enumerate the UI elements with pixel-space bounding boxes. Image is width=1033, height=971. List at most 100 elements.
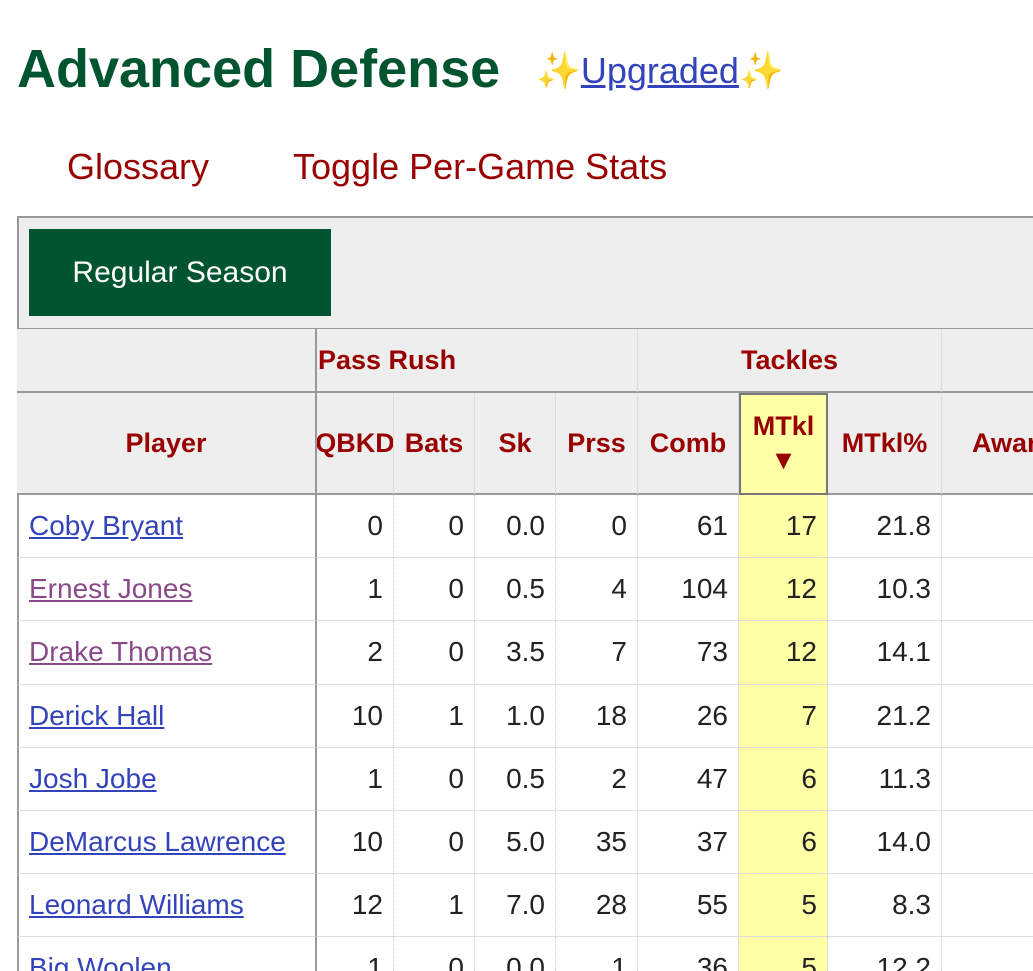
stat-cell: 5.0 <box>475 811 556 875</box>
stat-cell: 14.1 <box>828 621 942 685</box>
player-link[interactable]: Coby Bryant <box>29 510 184 542</box>
column-header[interactable]: QBKD <box>317 393 394 495</box>
player-cell: DeMarcus Lawrence <box>17 811 317 875</box>
stat-cell: 12 <box>317 874 394 938</box>
player-cell: Big Woolen <box>17 937 317 971</box>
stat-cell: 0 <box>394 495 475 559</box>
stat-cell: 47 <box>638 747 739 811</box>
player-link[interactable]: DeMarcus Lawrence <box>29 826 286 858</box>
stat-cell: 1 <box>394 874 475 938</box>
column-header[interactable]: MTkl ▼ <box>739 393 828 495</box>
stat-cell: 8.3 <box>828 874 942 938</box>
column-header[interactable]: Bats <box>394 393 475 495</box>
stat-cell: 1 <box>317 747 394 811</box>
stat-cell: 17 <box>739 495 828 559</box>
awards-cell <box>942 874 1033 938</box>
column-header[interactable]: MTkl% <box>828 393 942 495</box>
header-text: MTkl <box>752 411 815 442</box>
stat-cell: 4 <box>556 558 638 622</box>
stat-cell: 2 <box>556 747 638 811</box>
stat-cell: 36 <box>638 937 739 971</box>
stat-cell: 6 <box>739 747 828 811</box>
stat-cell: 10 <box>317 684 394 748</box>
group-header: Pass Rush <box>317 329 638 393</box>
stat-cell: 3.5 <box>475 621 556 685</box>
stat-cell: 10 <box>317 811 394 875</box>
player-cell: Drake Thomas <box>17 621 317 685</box>
stat-cell: 12 <box>739 621 828 685</box>
stat-cell: 26 <box>638 684 739 748</box>
player-link[interactable]: Ernest Jones <box>29 573 193 605</box>
stat-cell: 0 <box>394 747 475 811</box>
player-cell: Ernest Jones <box>17 558 317 622</box>
stat-cell: 7.0 <box>475 874 556 938</box>
stat-cell: 7 <box>739 684 828 748</box>
stat-cell: 12 <box>739 558 828 622</box>
upgrade-link[interactable]: Upgraded <box>580 50 739 91</box>
stat-cell: 1 <box>317 937 394 971</box>
stat-cell: 14.0 <box>828 811 942 875</box>
awards-cell <box>942 937 1033 971</box>
upgrade-badge: ✨Upgraded✨ <box>536 50 784 92</box>
stat-cell: 21.8 <box>828 495 942 559</box>
column-header[interactable]: Awards <box>942 393 1033 495</box>
column-header[interactable]: Sk <box>475 393 556 495</box>
stat-cell: 10.3 <box>828 558 942 622</box>
stat-cell: 37 <box>638 811 739 875</box>
player-link[interactable]: Josh Jobe <box>29 762 157 794</box>
awards-cell <box>942 685 1033 748</box>
player-cell: Coby Bryant <box>17 495 317 559</box>
nav-link[interactable]: Toggle Per-Game Stats <box>293 146 668 187</box>
stat-cell: 1 <box>394 684 475 748</box>
stat-cell: 7 <box>556 621 638 685</box>
stat-cell: 104 <box>638 558 739 622</box>
page-title: Advanced Defense <box>17 39 501 99</box>
stat-cell: 28 <box>556 874 638 938</box>
stat-cell: 61 <box>638 495 739 559</box>
player-cell: Leonard Williams <box>17 874 317 938</box>
stat-cell: 1.0 <box>475 684 556 748</box>
stat-cell: 18 <box>556 684 638 748</box>
group-header-blank <box>17 329 317 393</box>
column-header[interactable]: Prss <box>556 393 638 495</box>
stat-cell: 1 <box>317 558 394 622</box>
stat-cell: 0 <box>394 621 475 685</box>
sort-indicator: ▼ <box>770 445 797 475</box>
player-link[interactable]: Drake Thomas <box>29 636 213 668</box>
stat-cell: 0 <box>556 495 638 559</box>
stat-cell: 35 <box>556 811 638 875</box>
stat-cell: 55 <box>638 874 739 938</box>
stat-cell: 5 <box>739 937 828 971</box>
awards-cell <box>942 558 1033 622</box>
awards-cell <box>942 811 1033 875</box>
stat-cell: 1 <box>556 937 638 971</box>
stat-cell: 0.0 <box>475 937 556 971</box>
column-header[interactable]: Player <box>17 393 317 495</box>
awards-cell <box>942 495 1033 559</box>
group-header-blank <box>942 329 1033 393</box>
sparkle: ✨ <box>536 50 581 91</box>
awards-cell <box>942 748 1033 811</box>
player-cell: Josh Jobe <box>17 747 317 811</box>
player-link[interactable]: Big Woolen <box>29 952 172 971</box>
stat-cell: 11.3 <box>828 747 942 811</box>
stat-cell: 73 <box>638 621 739 685</box>
nav-link[interactable]: Glossary <box>67 146 210 187</box>
stat-cell: 21.2 <box>828 684 942 748</box>
stat-cell: 0.5 <box>475 747 556 811</box>
column-header[interactable]: Comb <box>638 393 739 495</box>
player-link[interactable]: Derick Hall <box>29 699 165 731</box>
stat-cell: 0 <box>394 558 475 622</box>
awards-cell <box>942 621 1033 685</box>
tab-button[interactable]: Regular Season <box>29 229 331 316</box>
stat-cell: 0.0 <box>475 495 556 559</box>
player-link[interactable]: Leonard Williams <box>29 889 244 921</box>
stat-cell: 5 <box>739 874 828 938</box>
stat-cell: 6 <box>739 811 828 875</box>
stat-cell: 0 <box>317 495 394 559</box>
stat-cell: 0 <box>394 937 475 971</box>
player-cell: Derick Hall <box>17 684 317 748</box>
group-header: Tackles <box>638 329 942 393</box>
